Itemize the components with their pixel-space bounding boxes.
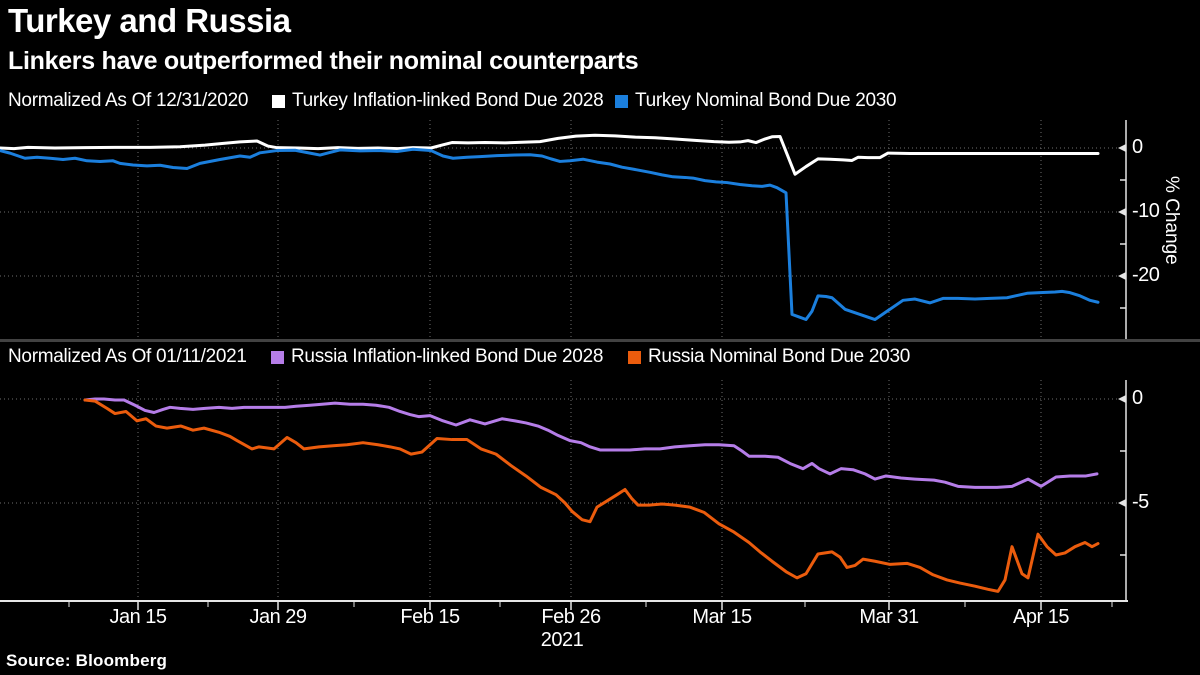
y-axis-tick-label: 0	[1132, 387, 1143, 409]
y-axis-tick-label: -10	[1132, 200, 1160, 222]
x-axis-tick-label: Feb 15	[400, 606, 460, 628]
series-line-turkey_linker	[0, 133, 1100, 176]
series-line-russia_nominal	[83, 398, 1100, 593]
axis-major-tick-arrow-icon	[1118, 208, 1126, 216]
axis-major-tick-arrow-icon	[1118, 395, 1126, 403]
x-axis-tick-label: Apr 15	[1013, 606, 1069, 628]
x-axis-year-label: 2021	[540, 629, 584, 651]
y-axis-tick-label: -5	[1132, 491, 1149, 513]
chart-subtitle: Linkers have outperformed their nominal …	[8, 47, 639, 75]
legend-swatch-icon	[628, 350, 641, 364]
axis-major-tick-arrow-icon	[1118, 499, 1126, 507]
legend-label-turkey-linker: Turkey Inflation-linked Bond Due 2028	[292, 90, 604, 111]
x-axis-tick-label: Jan 15	[109, 606, 167, 628]
legend-top-panel: Normalized As Of 12/31/2020 Turkey Infla…	[0, 90, 1200, 114]
legend-label-russia-linker: Russia Inflation-linked Bond Due 2028	[291, 346, 604, 367]
chart-title: Turkey and Russia	[8, 2, 291, 39]
x-axis-tick-label: Feb 26	[541, 606, 601, 628]
y-axis-tick-label: 0	[1132, 136, 1143, 158]
normalized-label-turkey: Normalized As Of 12/31/2020	[8, 90, 249, 111]
source-label: Source: Bloomberg	[6, 651, 168, 670]
y-axis-title: % Change	[1161, 176, 1182, 265]
legend-item-turkey-nominal: Turkey Nominal Bond Due 2030	[615, 90, 897, 112]
normalized-label-russia: Normalized As Of 01/11/2021	[8, 346, 247, 367]
legend-bottom-panel: Normalized As Of 01/11/2021 Russia Infla…	[0, 346, 1200, 370]
x-axis-tick-label: Mar 15	[692, 606, 752, 628]
series-line-turkey_nominal	[0, 147, 1100, 322]
panel-divider	[0, 339, 1200, 342]
x-axis-tick-label: Jan 29	[249, 606, 307, 628]
series-line-russia_linker	[83, 397, 1099, 489]
axis-major-tick-arrow-icon	[1118, 144, 1126, 152]
legend-swatch-icon	[272, 94, 285, 108]
x-axis-tick-label: Mar 31	[859, 606, 919, 628]
legend-label-russia-nominal: Russia Nominal Bond Due 2030	[648, 346, 910, 367]
legend-item-turkey-linker: Turkey Inflation-linked Bond Due 2028	[272, 90, 604, 112]
legend-swatch-icon	[271, 350, 284, 364]
legend-item-russia-nominal: Russia Nominal Bond Due 2030	[628, 346, 910, 368]
axis-major-tick-arrow-icon	[1118, 272, 1126, 280]
legend-label-turkey-nominal: Turkey Nominal Bond Due 2030	[635, 90, 897, 111]
legend-item-russia-linker: Russia Inflation-linked Bond Due 2028	[271, 346, 603, 368]
y-axis-tick-label: -20	[1132, 264, 1160, 286]
legend-swatch-icon	[615, 94, 628, 108]
